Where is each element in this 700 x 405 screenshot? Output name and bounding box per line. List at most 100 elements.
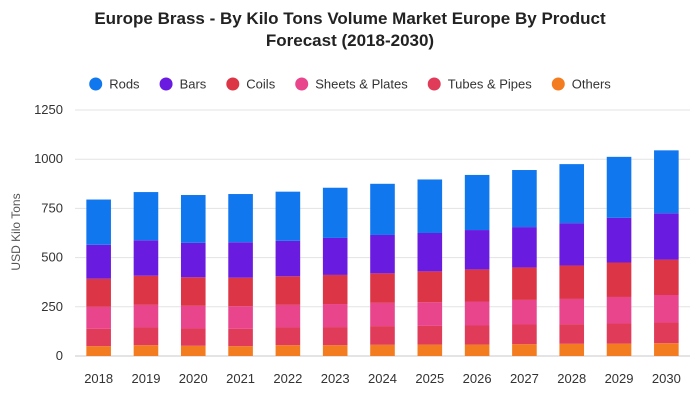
bar-segment-tubes-pipes: [133, 327, 159, 346]
bar-segment-tubes-pipes: [180, 328, 206, 346]
bar-segment-tubes-pipes: [654, 322, 679, 344]
y-tick-label: 0: [56, 348, 63, 363]
legend-label: Tubes & Pipes: [448, 77, 533, 92]
bar-segment-sheets-plates: [86, 306, 111, 329]
bar-stack-2030: [654, 150, 679, 356]
legend-label: Coils: [246, 77, 275, 92]
bar-segment-coils: [606, 262, 632, 297]
x-tick-label: 2026: [463, 371, 492, 386]
bar-segment-rods: [86, 199, 111, 245]
bar-segment-rods: [512, 170, 537, 228]
y-tick-label: 750: [41, 200, 63, 215]
x-axis: 2018 2019 2020 2021 2022 2023 2024 2025 2026 2027…: [84, 371, 681, 386]
bar-segment-rods: [228, 194, 253, 243]
x-tick-label: 2028: [557, 371, 586, 386]
bar-segment-others: [464, 344, 490, 356]
bar-segment-bars: [370, 234, 395, 274]
bar-segment-tubes-pipes: [370, 326, 395, 345]
bar-segment-coils: [654, 259, 679, 295]
bar-stack-2018: [86, 199, 111, 356]
bar-segment-others: [559, 343, 585, 356]
y-tick-label: 250: [41, 299, 63, 314]
bar-stack-2021: [228, 194, 253, 356]
bar-segment-sheets-plates: [417, 302, 443, 326]
bar-segment-others: [654, 343, 679, 356]
bar-segment-bars: [654, 213, 679, 260]
bar-segment-sheets-plates: [322, 304, 348, 328]
bar-segment-rods: [654, 150, 679, 214]
bar-segment-tubes-pipes: [322, 327, 348, 346]
legend-marker: [295, 77, 309, 91]
bar-segment-rods: [370, 183, 395, 235]
legend-marker: [427, 77, 441, 91]
bar-segment-tubes-pipes: [86, 328, 111, 347]
bar-segment-bars: [559, 223, 585, 266]
bar-segment-others: [180, 345, 206, 356]
bar-stack-2020: [180, 195, 206, 356]
bar-stack-2029: [606, 156, 632, 356]
legend-marker: [226, 77, 240, 91]
x-tick-label: 2030: [652, 371, 681, 386]
legend-item-sheets-plates: Sheets & Plates: [295, 77, 408, 92]
bar-segment-coils: [133, 275, 159, 305]
legend-marker: [89, 77, 103, 91]
x-tick-label: 2018: [84, 371, 113, 386]
bar-segment-tubes-pipes: [275, 327, 301, 346]
bar-segment-bars: [606, 217, 632, 263]
bar-segment-sheets-plates: [228, 306, 253, 329]
bar-segment-rods: [559, 164, 585, 224]
bar-segment-sheets-plates: [133, 304, 159, 328]
x-tick-label: 2024: [368, 371, 397, 386]
legend-label: Rods: [109, 77, 140, 92]
bar-segment-rods: [180, 195, 206, 243]
bar-segment-coils: [86, 278, 111, 307]
bar-segment-bars: [512, 227, 537, 268]
bar-segment-coils: [180, 277, 206, 306]
bar-segment-sheets-plates: [512, 299, 537, 325]
bar-segment-sheets-plates: [654, 294, 679, 323]
bar-segment-coils: [275, 276, 301, 305]
bar-stack-2025: [417, 179, 443, 356]
bar-stack-2023: [322, 187, 348, 356]
legend-item-rods: Rods: [89, 77, 140, 92]
legend-marker: [551, 77, 565, 91]
bar-stack-2024: [370, 183, 395, 356]
bar-segment-bars: [133, 240, 159, 276]
bar-segment-sheets-plates: [606, 296, 632, 324]
bar-segment-bars: [322, 237, 348, 275]
bar-segment-others: [275, 345, 301, 356]
x-tick-label: 2019: [132, 371, 161, 386]
legend-item-tubes-pipes: Tubes & Pipes: [427, 77, 533, 92]
bar-stack-2019: [133, 192, 159, 356]
bar-segment-bars: [464, 230, 490, 270]
bar-segment-coils: [228, 277, 253, 307]
bar-segment-rods: [417, 179, 443, 233]
bar-segment-rods: [275, 191, 301, 241]
legend-item-bars: Bars: [159, 77, 207, 92]
bar-segment-bars: [275, 240, 301, 277]
y-tick-label: 1250: [34, 102, 63, 117]
bar-stack-2028: [559, 164, 585, 356]
x-tick-label: 2027: [510, 371, 539, 386]
bar-segment-others: [606, 343, 632, 356]
y-axis: 0 250 500 750 1000 1250: [34, 102, 63, 363]
bar-segment-bars: [417, 233, 443, 272]
bar-segment-coils: [417, 271, 443, 303]
bar-segment-tubes-pipes: [559, 324, 585, 344]
x-tick-label: 2023: [321, 371, 350, 386]
legend-item-others: Others: [551, 77, 612, 92]
bar-segment-coils: [370, 273, 395, 303]
bar-segment-others: [322, 345, 348, 356]
chart-title-line-1: Europe Brass - By Kilo Tons Volume Marke…: [94, 9, 606, 28]
bar-segment-others: [370, 344, 395, 356]
legend-label: Sheets & Plates: [315, 77, 408, 92]
legend-label: Others: [572, 77, 612, 92]
bar-segment-tubes-pipes: [606, 323, 632, 344]
chart-legend: Rods Bars Coils Sheets & Plates Tubes & Pipe…: [89, 77, 611, 92]
bar-segment-sheets-plates: [464, 301, 490, 326]
bar-segment-rods: [464, 174, 490, 231]
bar-segment-coils: [464, 269, 490, 302]
bar-segment-sheets-plates: [370, 302, 395, 327]
